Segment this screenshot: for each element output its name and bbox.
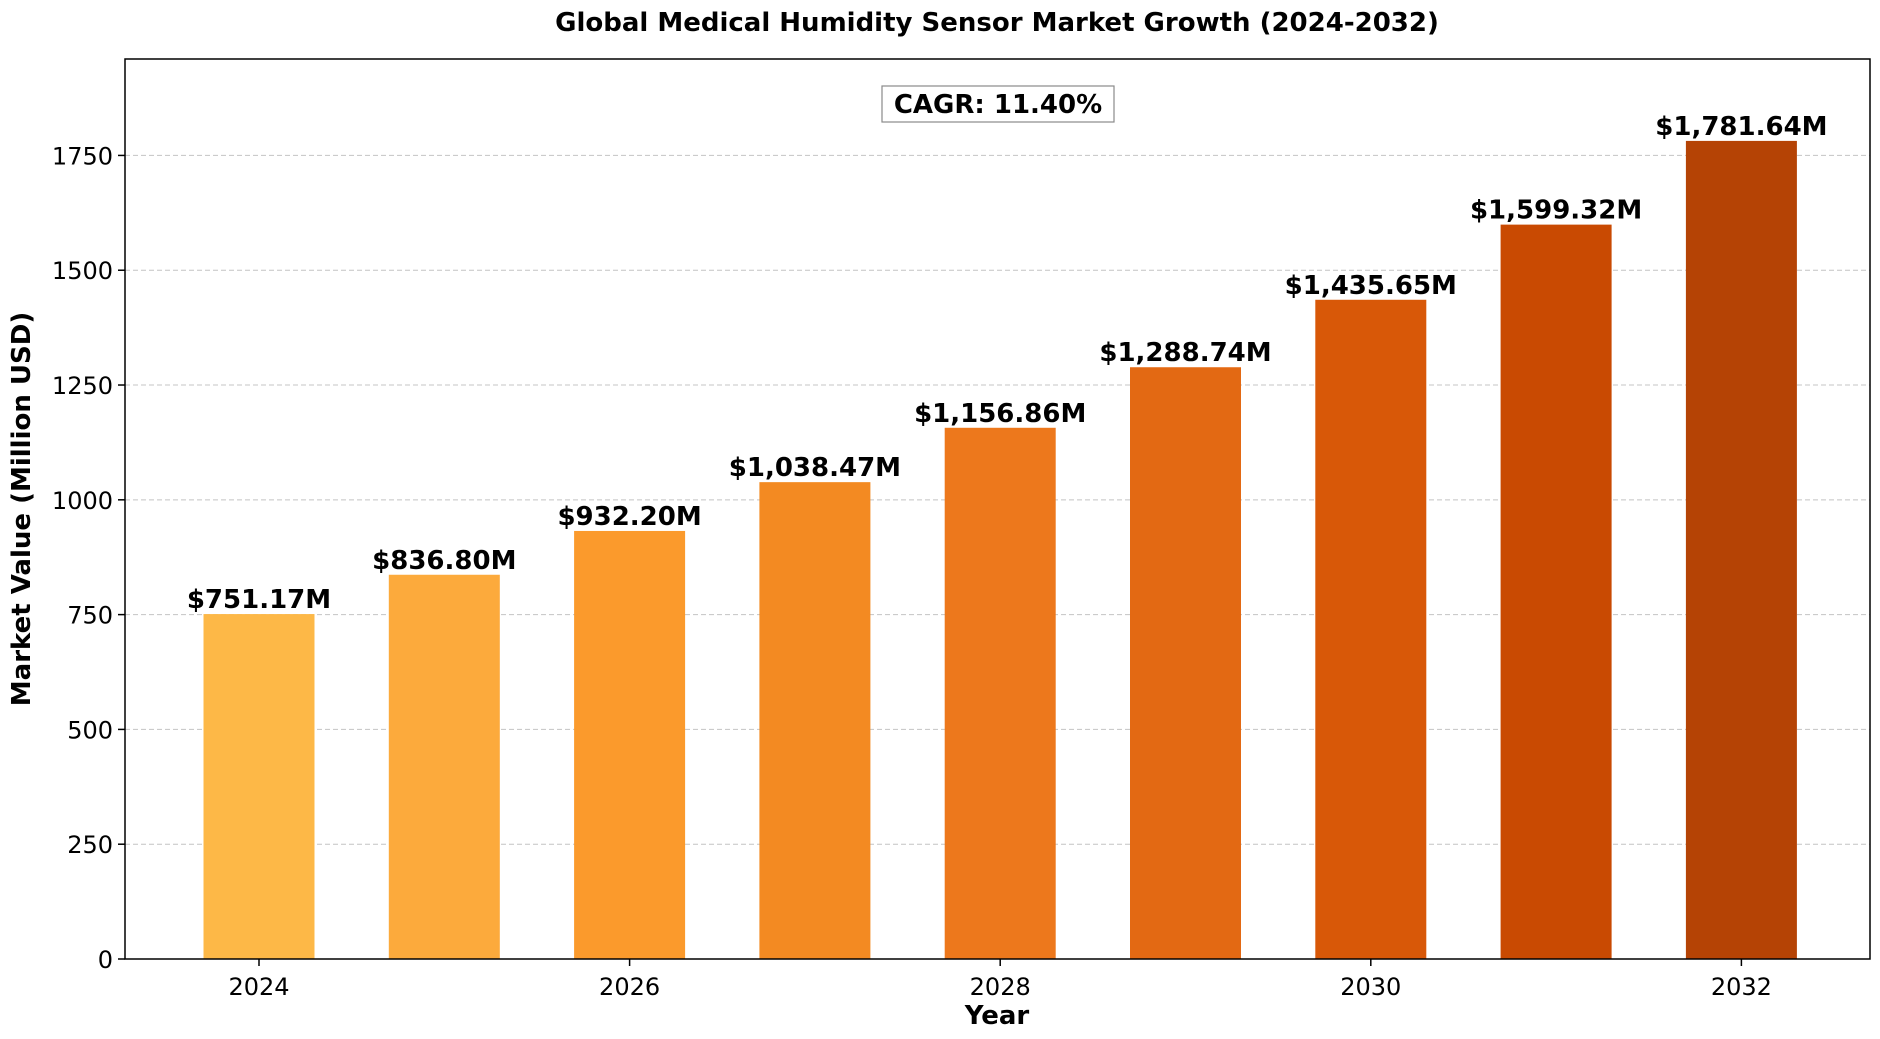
bar-2027 bbox=[759, 482, 871, 959]
bar-value-label: $1,599.32M bbox=[1470, 196, 1642, 226]
y-tick-label: 1250 bbox=[52, 372, 113, 400]
bar-value-label: $1,156.86M bbox=[914, 399, 1086, 429]
x-tick-label: 2026 bbox=[599, 973, 660, 1001]
x-tick-label: 2024 bbox=[228, 973, 289, 1001]
y-tick-label: 0 bbox=[98, 946, 113, 974]
y-axis-title: Market Value (Million USD) bbox=[7, 312, 37, 706]
x-tick-label: 2028 bbox=[970, 973, 1031, 1001]
y-tick-label: 250 bbox=[67, 831, 113, 859]
x-tick-label: 2032 bbox=[1711, 973, 1772, 1001]
y-tick-label: 500 bbox=[67, 716, 113, 744]
x-tick-label: 2030 bbox=[1340, 973, 1401, 1001]
bars bbox=[203, 140, 1797, 960]
y-axis: 0 250 500 750 1000 1250 1500 1750 bbox=[52, 142, 125, 974]
bar-2024 bbox=[203, 614, 315, 959]
bar-2031 bbox=[1500, 224, 1612, 960]
bar-2032 bbox=[1685, 140, 1797, 959]
cagr-annotation-text: CAGR: 11.40% bbox=[894, 90, 1102, 120]
bar-value-label: $932.20M bbox=[557, 502, 701, 532]
bar-value-label: $1,435.65M bbox=[1285, 271, 1457, 301]
bar-value-label: $836.80M bbox=[372, 546, 516, 576]
y-tick-label: 750 bbox=[67, 602, 113, 630]
cagr-annotation: CAGR: 11.40% bbox=[881, 85, 1115, 123]
x-axis-title: Year bbox=[964, 1001, 1030, 1031]
bar-2025 bbox=[388, 574, 500, 959]
bar-2030 bbox=[1315, 299, 1427, 959]
bar-2029 bbox=[1130, 367, 1241, 959]
chart-title: Global Medical Humidity Sensor Market Gr… bbox=[555, 8, 1439, 38]
bar-2028 bbox=[944, 427, 1056, 959]
y-tick-label: 1000 bbox=[52, 487, 113, 515]
plot-frame bbox=[124, 58, 1871, 960]
y-tick-label: 1500 bbox=[52, 257, 113, 285]
bar-value-label: $1,038.47M bbox=[729, 453, 901, 483]
x-axis: 2024 2026 2028 2030 2032 bbox=[228, 959, 1772, 1001]
cagr-annotation-box bbox=[881, 85, 1115, 123]
bar-2026 bbox=[574, 530, 686, 959]
y-tick-label: 1750 bbox=[52, 142, 113, 170]
bar-labels: $751.17M $836.80M $932.20M $1,038.47M $1,156… bbox=[187, 112, 1828, 615]
bar-value-label: $751.17M bbox=[187, 585, 331, 615]
bar-value-label: $1,288.74M bbox=[1099, 338, 1271, 368]
bar-value-label: $1,781.64M bbox=[1655, 112, 1827, 142]
